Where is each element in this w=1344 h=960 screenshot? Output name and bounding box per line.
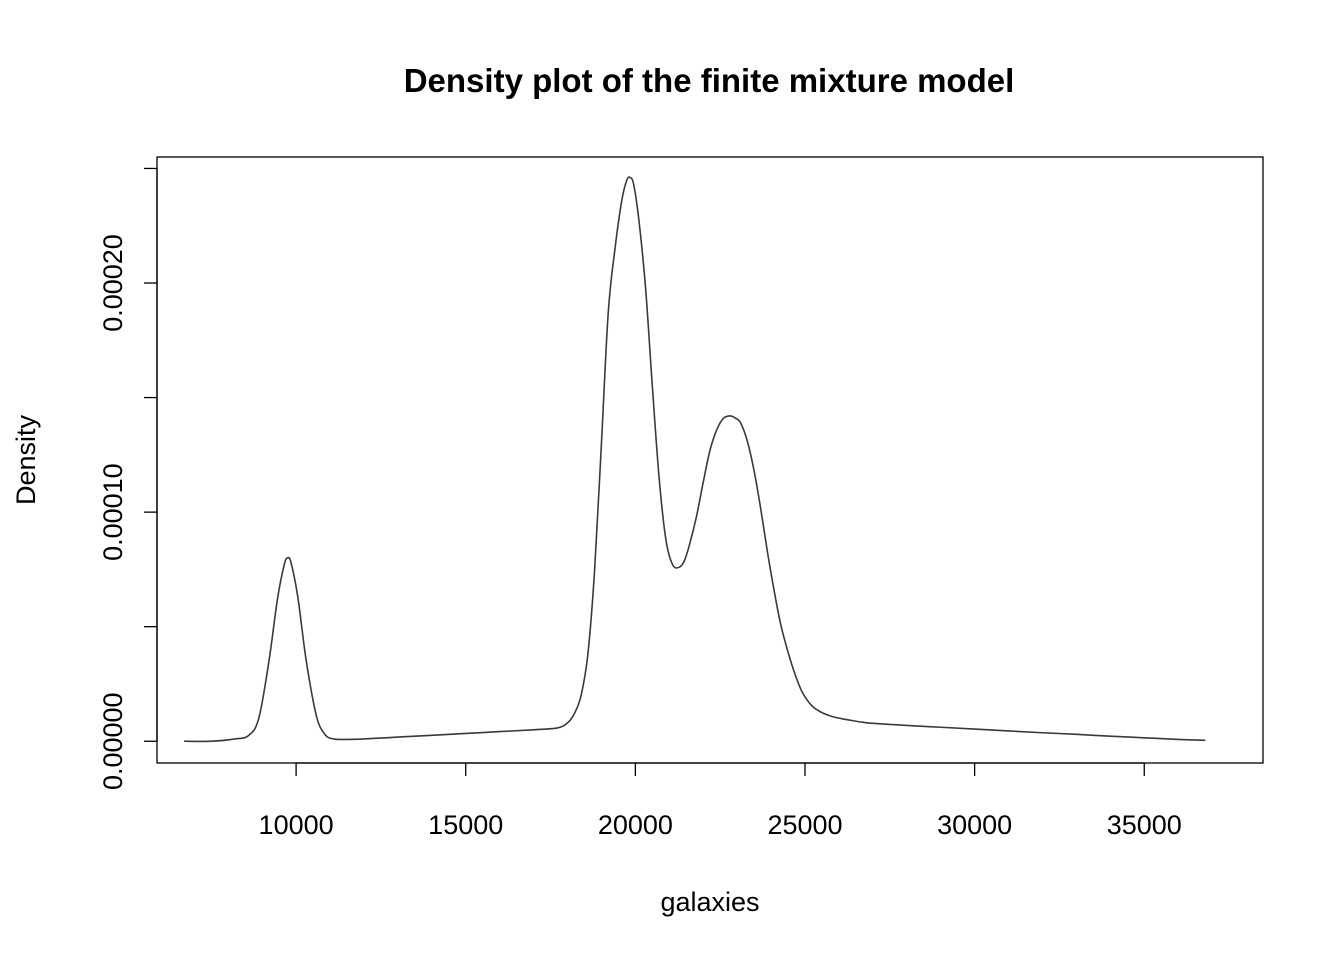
y-axis: 0.00000 0.00010 0.00020: [98, 167, 158, 790]
x-tick-label: 30000: [937, 810, 1012, 840]
x-axis: 10000 15000 20000 25000 30000 35000: [259, 762, 1182, 840]
plot-frame: [156, 156, 1264, 764]
density-curve: [184, 176, 1206, 743]
y-tick-label: 0.00010: [98, 463, 128, 561]
x-tick-label: 35000: [1107, 810, 1182, 840]
x-tick-label: 10000: [259, 810, 334, 840]
chart-title: Density plot of the finite mixture model: [404, 62, 1015, 99]
y-tick-label: 0.00020: [98, 234, 128, 332]
y-axis-title: Density: [11, 414, 41, 505]
x-tick-label: 15000: [428, 810, 503, 840]
x-tick-label: 20000: [598, 810, 673, 840]
x-tick-label: 25000: [767, 810, 842, 840]
series-layer: [184, 176, 1206, 743]
x-axis-title: galaxies: [660, 887, 759, 917]
y-tick-label: 0.00000: [98, 692, 128, 790]
